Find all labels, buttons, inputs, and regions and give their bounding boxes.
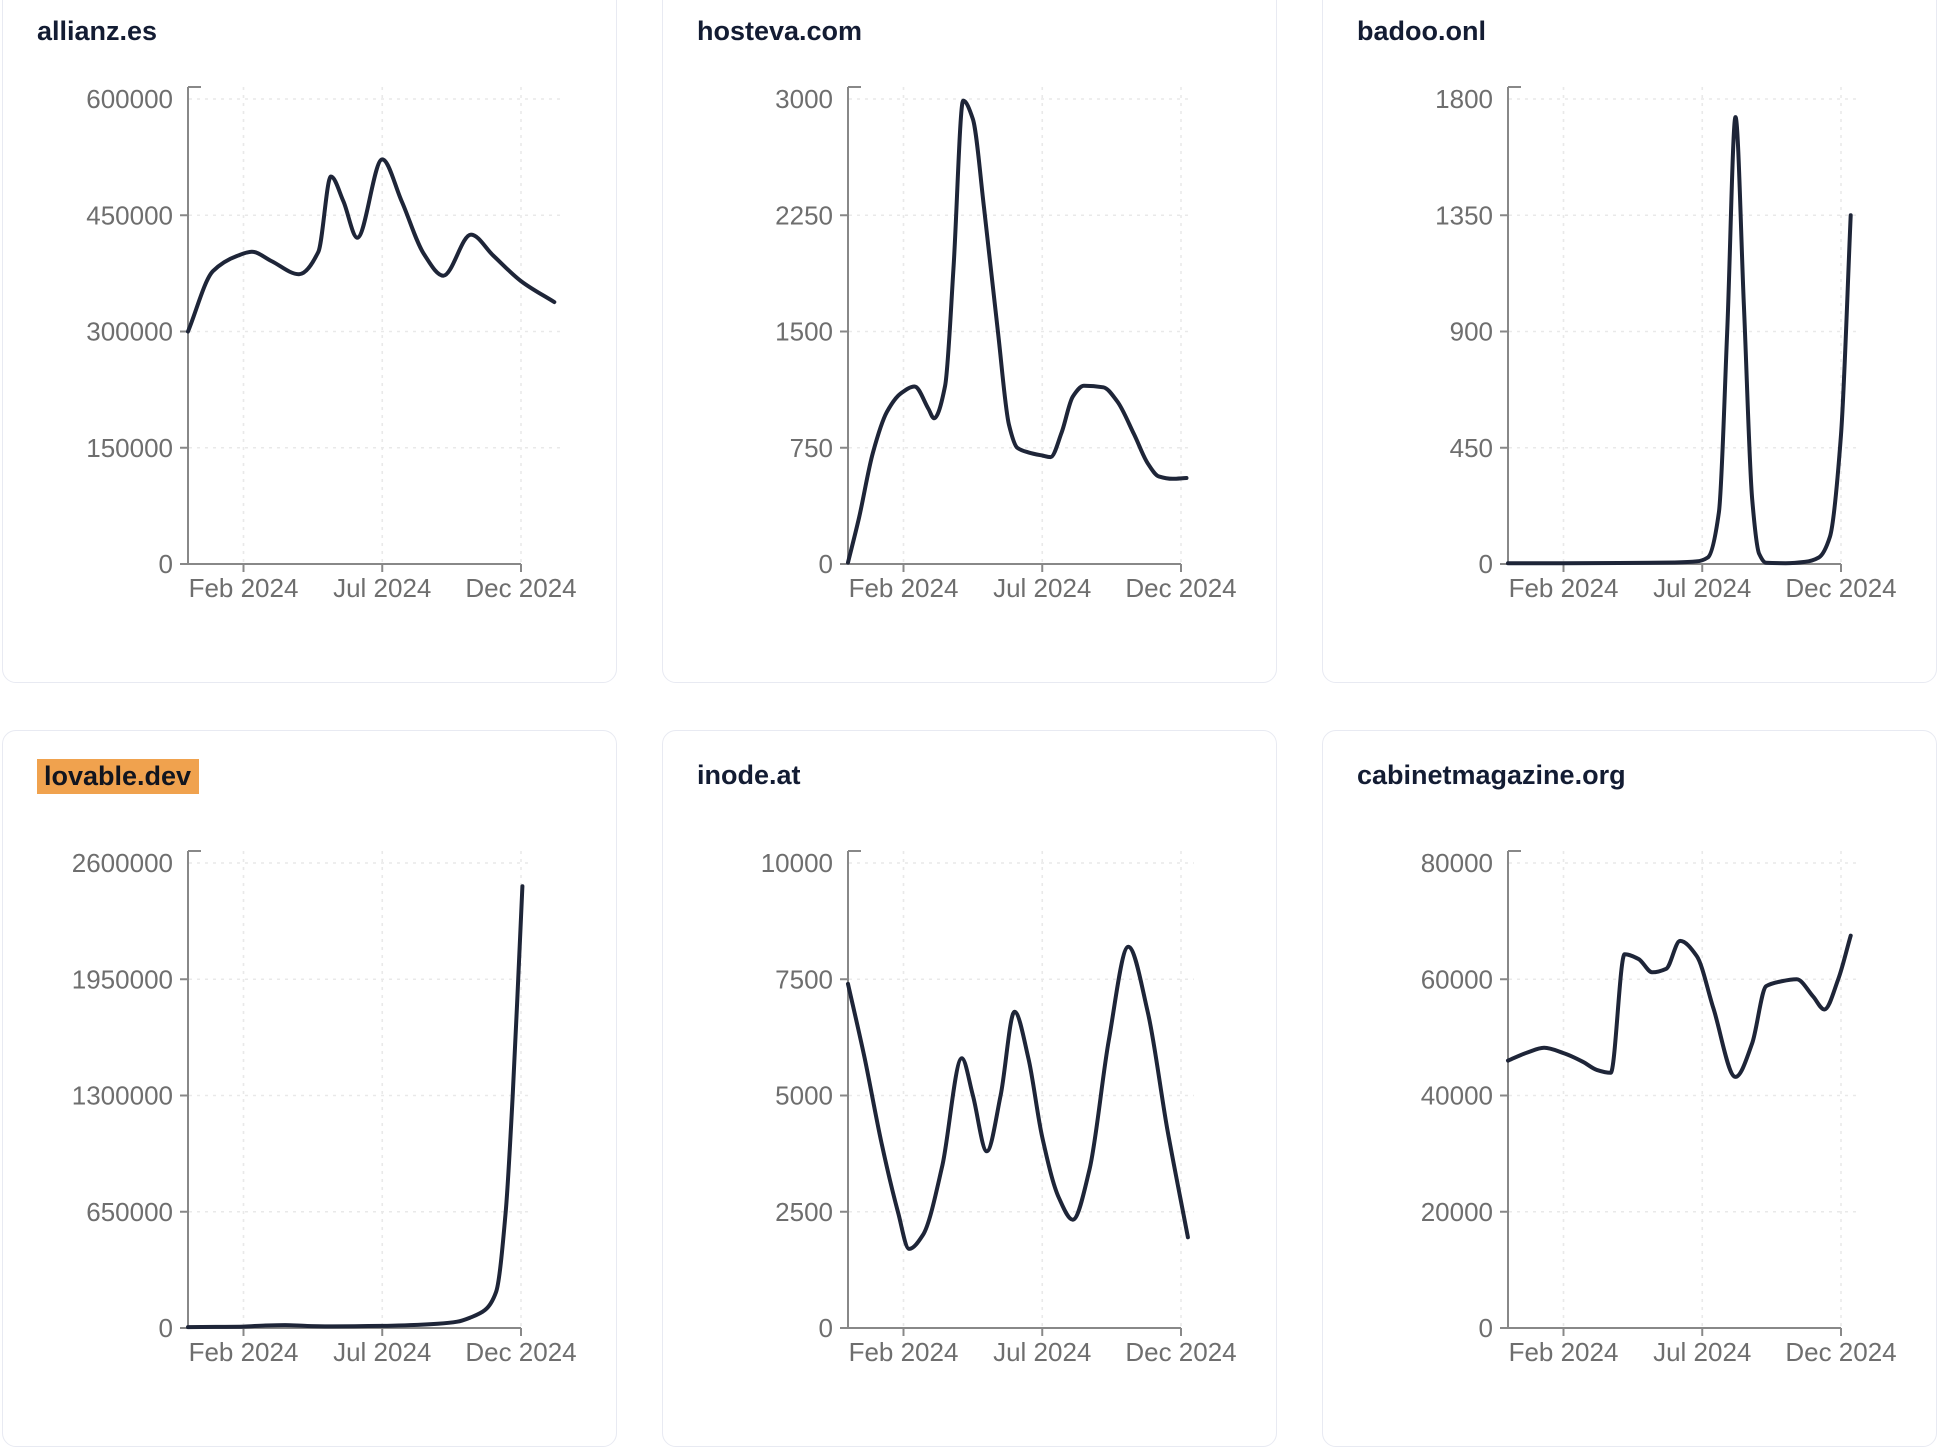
domain-card-lovable-dev[interactable]: lovable.dev 2600000 1950000 1300000 650000 0…: [2, 730, 617, 1447]
domain-title: cabinetmagazine.org: [1357, 760, 1626, 790]
domain-title: badoo.onl: [1357, 16, 1486, 46]
card-title-row: cabinetmagazine.org: [1357, 759, 1936, 791]
svg-text:Feb 2024: Feb 2024: [849, 573, 959, 603]
svg-text:Feb 2024: Feb 2024: [849, 1337, 959, 1367]
domain-title-highlighted: lovable.dev: [37, 759, 200, 794]
traffic-line-chart: 3000 2250 1500 750 0 Feb 2024 Jul 2024 Dec 2024: [775, 84, 1237, 603]
svg-text:Feb 2024: Feb 2024: [189, 573, 299, 603]
svg-text:Dec 2024: Dec 2024: [1125, 573, 1236, 603]
traffic-line-chart: 600000 450000 300000 150000 0 Feb 2024 Jul 202…: [86, 84, 576, 603]
svg-text:600000: 600000: [86, 84, 173, 114]
svg-text:1500: 1500: [775, 317, 833, 347]
svg-text:2250: 2250: [775, 200, 833, 230]
svg-text:20000: 20000: [1421, 1197, 1493, 1227]
card-title-row: badoo.onl: [1357, 15, 1936, 47]
svg-text:7500: 7500: [775, 964, 833, 994]
svg-text:Feb 2024: Feb 2024: [1509, 1337, 1619, 1367]
domain-title: inode.at: [697, 760, 801, 790]
svg-text:0: 0: [159, 1313, 173, 1343]
card-title-row: hosteva.com: [697, 15, 1276, 47]
svg-text:Feb 2024: Feb 2024: [189, 1337, 299, 1367]
svg-text:0: 0: [819, 1313, 833, 1343]
svg-text:40000: 40000: [1421, 1081, 1493, 1111]
svg-text:1800: 1800: [1435, 84, 1493, 114]
svg-text:0: 0: [1479, 1313, 1493, 1343]
svg-text:450000: 450000: [86, 200, 173, 230]
svg-text:1350: 1350: [1435, 200, 1493, 230]
svg-text:Jul 2024: Jul 2024: [1653, 1337, 1751, 1367]
domain-title: hosteva.com: [697, 16, 863, 46]
svg-text:Dec 2024: Dec 2024: [465, 1337, 576, 1367]
card-title-row: lovable.dev: [37, 759, 616, 794]
svg-text:Dec 2024: Dec 2024: [1785, 573, 1896, 603]
svg-text:Dec 2024: Dec 2024: [1125, 1337, 1236, 1367]
svg-text:80000: 80000: [1421, 848, 1493, 878]
domain-title: allianz.es: [37, 16, 158, 46]
svg-text:900: 900: [1450, 317, 1493, 347]
svg-text:Dec 2024: Dec 2024: [465, 573, 576, 603]
svg-text:0: 0: [159, 549, 173, 579]
svg-text:300000: 300000: [86, 317, 173, 347]
svg-text:1300000: 1300000: [72, 1081, 173, 1111]
svg-text:3000: 3000: [775, 84, 833, 114]
svg-text:750: 750: [790, 433, 833, 463]
card-title-row: inode.at: [697, 759, 1276, 791]
domain-card-allianz-es[interactable]: allianz.es 600000 450000 300000 150000 0 Feb …: [2, 0, 617, 683]
domain-card-hosteva-com[interactable]: hosteva.com 3000 2250 1500 750 0 Feb 2024 Jul …: [662, 0, 1277, 683]
svg-text:Feb 2024: Feb 2024: [1509, 573, 1619, 603]
svg-text:2500: 2500: [775, 1197, 833, 1227]
svg-text:2600000: 2600000: [72, 848, 173, 878]
svg-text:450: 450: [1450, 433, 1493, 463]
traffic-line-chart: 2600000 1950000 1300000 650000 0 Feb 2024 Jul …: [72, 848, 577, 1367]
domain-card-badoo-onl[interactable]: badoo.onl 1800 1350 900 450 0 Feb 2024 Jul 202…: [1322, 0, 1937, 683]
card-title-row: allianz.es: [37, 15, 616, 47]
svg-text:Jul 2024: Jul 2024: [993, 1337, 1091, 1367]
svg-text:Jul 2024: Jul 2024: [1653, 573, 1751, 603]
svg-text:1950000: 1950000: [72, 964, 173, 994]
svg-text:Jul 2024: Jul 2024: [333, 1337, 431, 1367]
svg-text:Dec 2024: Dec 2024: [1785, 1337, 1896, 1367]
traffic-line-chart: 80000 60000 40000 20000 0 Feb 2024 Jul 2024 Dec…: [1421, 848, 1897, 1367]
traffic-line-chart: 1800 1350 900 450 0 Feb 2024 Jul 2024 Dec 2024: [1435, 84, 1897, 603]
svg-text:10000: 10000: [761, 848, 833, 878]
domain-card-inode-at[interactable]: inode.at 10000 7500 5000 2500 0 Feb 2024 Jul 2…: [662, 730, 1277, 1447]
domain-card-cabinetmagazine-org[interactable]: cabinetmagazine.org 80000 60000 40000 20000…: [1322, 730, 1937, 1447]
svg-text:0: 0: [1479, 549, 1493, 579]
svg-text:650000: 650000: [86, 1197, 173, 1227]
svg-text:5000: 5000: [775, 1081, 833, 1111]
svg-text:60000: 60000: [1421, 964, 1493, 994]
svg-text:Jul 2024: Jul 2024: [993, 573, 1091, 603]
svg-text:Jul 2024: Jul 2024: [333, 573, 431, 603]
traffic-line-chart: 10000 7500 5000 2500 0 Feb 2024 Jul 2024 Dec 20…: [761, 848, 1237, 1367]
svg-text:150000: 150000: [86, 433, 173, 463]
svg-text:0: 0: [819, 549, 833, 579]
